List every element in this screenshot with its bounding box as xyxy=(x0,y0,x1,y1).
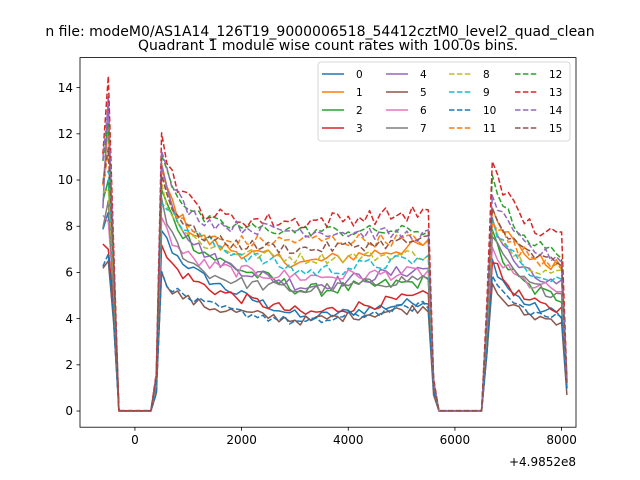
y-tick-label: 10 xyxy=(58,173,73,187)
legend-label-2: 2 xyxy=(356,105,363,117)
x-axis: 0 2000 4000 6000 8000 xyxy=(131,427,577,447)
x-tick-label: 8000 xyxy=(546,433,577,447)
legend-label-10: 10 xyxy=(483,105,496,117)
y-axis: 0 2 4 6 8 10 12 14 xyxy=(58,81,80,418)
legend-frame xyxy=(317,61,571,142)
legend-label-6: 6 xyxy=(420,105,427,117)
legend-label-12: 12 xyxy=(549,69,562,81)
y-tick-label: 0 xyxy=(65,404,73,418)
legend-label-5: 5 xyxy=(420,87,427,99)
x-tick-label: 4000 xyxy=(333,433,364,447)
y-tick-label: 4 xyxy=(65,312,73,326)
x-tick-label: 0 xyxy=(131,433,139,447)
y-tick-label: 12 xyxy=(58,127,73,141)
chart-suptitle: n file: modeM0/AS1A14_126T19_9000006518_… xyxy=(45,24,594,40)
series-line-14 xyxy=(102,103,568,412)
x-tick-label: 2000 xyxy=(226,433,257,447)
y-tick-label: 2 xyxy=(65,358,73,372)
y-tick-label: 14 xyxy=(58,81,73,95)
x-tick-label: 6000 xyxy=(440,433,471,447)
chart-title: Quadrant 1 module wise count rates with … xyxy=(138,38,518,54)
legend-label-14: 14 xyxy=(549,105,563,117)
y-tick-label: 6 xyxy=(65,266,73,280)
legend-label-8: 8 xyxy=(483,69,490,81)
y-tick-label: 8 xyxy=(65,219,73,233)
series-layer xyxy=(102,75,568,412)
legend-label-3: 3 xyxy=(356,123,363,135)
legend-label-11: 11 xyxy=(483,123,496,135)
x-offset-label: +4.9852e8 xyxy=(509,455,576,469)
plot-frame xyxy=(79,57,577,428)
series-line-11 xyxy=(102,151,568,412)
legend-label-15: 15 xyxy=(549,123,562,135)
legend-label-1: 1 xyxy=(356,87,363,99)
legend-label-9: 9 xyxy=(483,87,490,99)
series-line-15 xyxy=(102,146,568,412)
legend-label-7: 7 xyxy=(420,123,427,135)
series-line-10 xyxy=(102,253,568,412)
legend-label-0: 0 xyxy=(356,69,363,81)
legend-label-4: 4 xyxy=(420,69,427,81)
legend-label-13: 13 xyxy=(549,87,562,99)
